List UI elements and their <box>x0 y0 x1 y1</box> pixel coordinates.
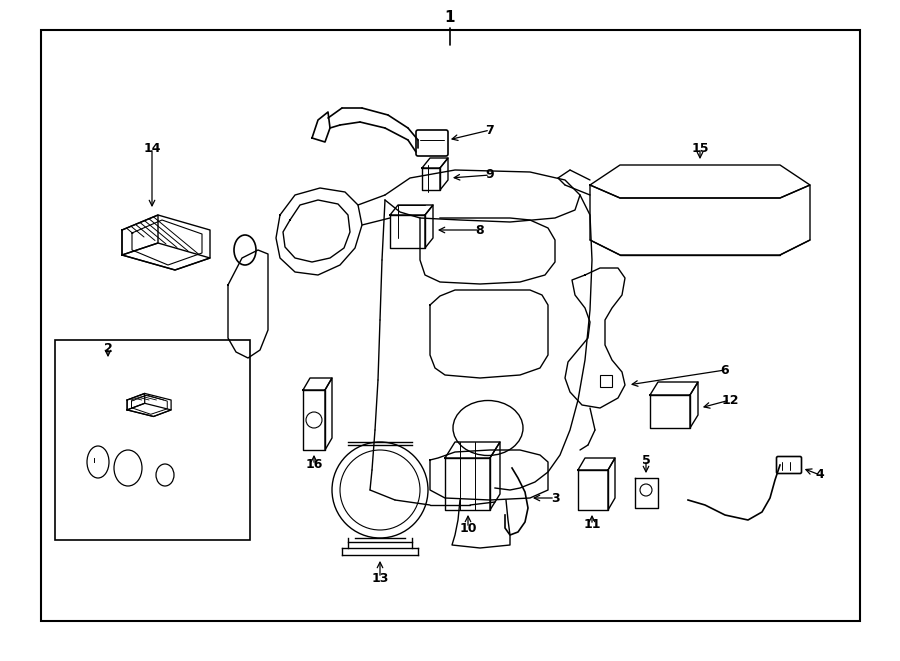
Text: 15: 15 <box>691 141 709 155</box>
Text: 4: 4 <box>815 469 824 481</box>
Text: 13: 13 <box>372 572 389 584</box>
FancyBboxPatch shape <box>416 130 448 156</box>
Text: 14: 14 <box>143 141 161 155</box>
Bar <box>55 340 250 540</box>
Text: 16: 16 <box>305 459 323 471</box>
Bar <box>600 375 612 387</box>
Text: 12: 12 <box>721 393 739 407</box>
Text: 10: 10 <box>459 522 477 535</box>
Text: 5: 5 <box>642 453 651 467</box>
Text: 3: 3 <box>551 492 559 504</box>
Text: 9: 9 <box>486 169 494 182</box>
Text: 7: 7 <box>486 124 494 137</box>
Text: 11: 11 <box>583 518 601 531</box>
Text: 8: 8 <box>476 223 484 237</box>
Text: 6: 6 <box>721 364 729 377</box>
Bar <box>40 30 859 621</box>
Text: 1: 1 <box>445 11 455 26</box>
Text: 2: 2 <box>104 342 112 354</box>
FancyBboxPatch shape <box>777 457 802 473</box>
